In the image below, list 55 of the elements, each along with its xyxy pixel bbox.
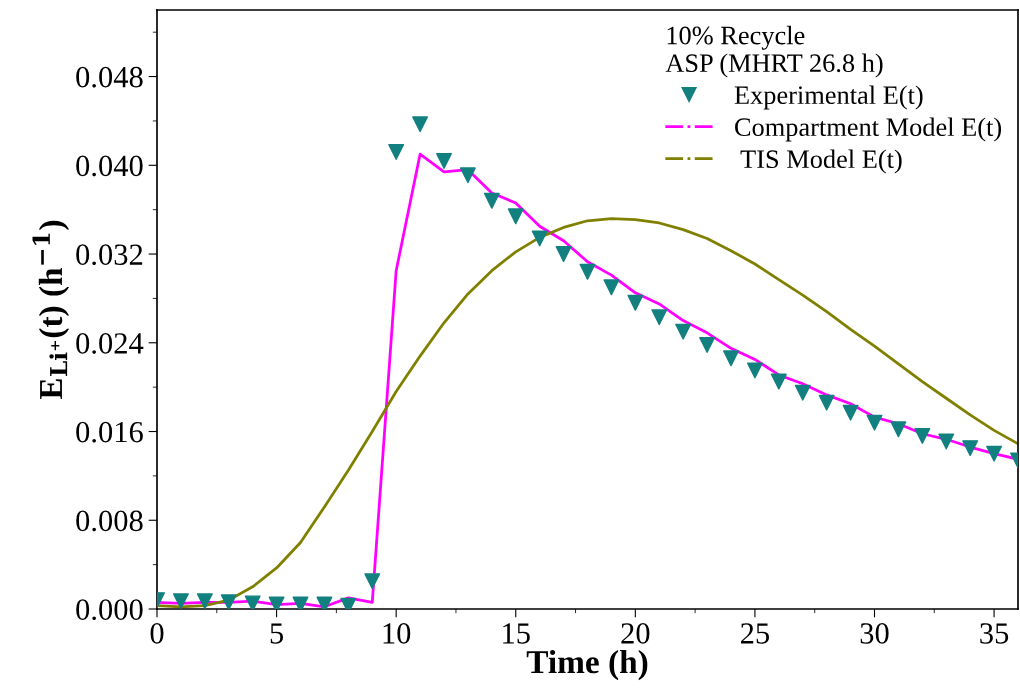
point xyxy=(172,593,189,609)
point xyxy=(316,596,333,609)
y-tick-label: 0.000 xyxy=(76,599,143,621)
point xyxy=(555,246,572,263)
point xyxy=(412,116,429,133)
point xyxy=(770,373,787,390)
point xyxy=(675,323,692,340)
point xyxy=(603,279,620,296)
point xyxy=(794,384,811,401)
y-tick-label: 0.008 xyxy=(76,510,143,532)
point xyxy=(388,144,405,160)
x-tick-label: 35 xyxy=(980,623,1009,644)
point xyxy=(890,421,907,438)
point xyxy=(627,294,644,311)
point xyxy=(364,573,381,590)
point xyxy=(268,596,285,609)
point xyxy=(723,350,739,367)
point xyxy=(914,427,931,444)
y-tick-label: 0.040 xyxy=(76,155,143,177)
point xyxy=(746,362,763,379)
point xyxy=(938,433,955,450)
point xyxy=(986,445,1003,462)
legend-label: Compartment Model E(t) xyxy=(735,117,1002,142)
point xyxy=(866,414,883,431)
x-tick-label: 0 xyxy=(150,623,164,644)
point xyxy=(531,230,548,247)
point xyxy=(579,263,596,280)
point xyxy=(459,167,476,184)
point xyxy=(818,394,835,411)
y-tick-label: 0.024 xyxy=(76,333,144,354)
legend-label: Experimental E(t) xyxy=(734,85,923,110)
x-tick-label: 25 xyxy=(740,623,769,644)
point xyxy=(699,337,716,353)
point xyxy=(196,593,213,609)
y-tick-label: 0.016 xyxy=(76,421,143,443)
y-tick-label: 0.048 xyxy=(76,66,143,88)
x-tick-label: 5 xyxy=(270,623,284,644)
point xyxy=(842,404,859,421)
legend-title: 10% Recycle ASP (MHRT 26.8 h) xyxy=(665,25,883,78)
point xyxy=(220,594,237,609)
x-tick-label: 30 xyxy=(860,623,889,644)
x-axis-title: Time (h) xyxy=(526,649,648,681)
point xyxy=(244,595,261,609)
point xyxy=(292,596,309,609)
point xyxy=(507,208,524,225)
point xyxy=(962,440,979,457)
x-tick-label: 20 xyxy=(621,623,650,644)
y-axis-title: E$_{Li⁺}$(t) (h$^{−1}$) xyxy=(32,220,70,400)
x-tick-label: 15 xyxy=(503,623,530,644)
x-tick-label: 10 xyxy=(383,623,411,644)
legend-label: TIS Model E(t) xyxy=(740,149,902,174)
point xyxy=(436,152,452,169)
point xyxy=(483,192,500,209)
y-tick-label: 0.032 xyxy=(76,244,143,266)
point xyxy=(651,309,668,326)
